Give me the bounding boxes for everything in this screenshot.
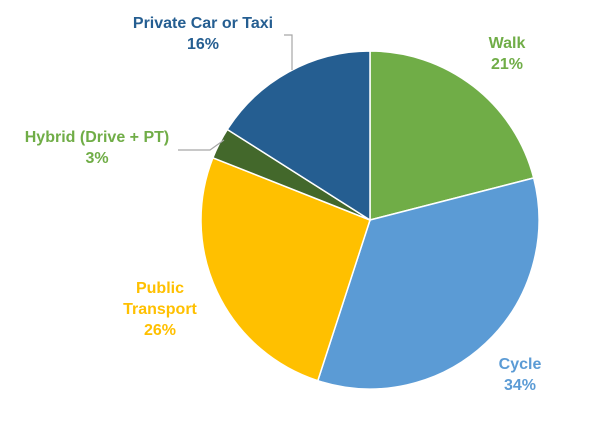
label-private-car-name: Private Car or Taxi: [132, 15, 274, 32]
pie-slice-cycle: [316, 177, 540, 390]
pie-slice-walk: [369, 50, 535, 221]
label-public-transport-name-2: Transport: [123, 301, 197, 318]
label-hybrid: Hybrid (Drive + PT) 3%: [14, 127, 180, 169]
label-cycle: Cycle 34%: [480, 354, 560, 396]
label-public-transport-pct: 26%: [143, 322, 177, 339]
label-private-car-pct: 16%: [186, 36, 220, 53]
label-public-transport: Public Transport 26%: [110, 278, 210, 341]
leader-line-hybrid: [178, 139, 225, 151]
pie-slice-public-transport: [200, 156, 371, 382]
label-cycle-name: Cycle: [498, 356, 542, 373]
label-private-car: Private Car or Taxi 16%: [118, 13, 288, 55]
label-public-transport-name-1: Public: [135, 280, 184, 297]
pie-slice-private-car-or-taxi: [226, 50, 371, 222]
label-walk-name: Walk: [488, 35, 526, 52]
leader-lines: [178, 34, 293, 151]
label-walk: Walk 21%: [467, 33, 547, 75]
leader-line-private-car: [284, 34, 293, 70]
label-cycle-pct: 34%: [503, 377, 537, 394]
label-hybrid-pct: 3%: [85, 150, 109, 167]
label-hybrid-name: Hybrid (Drive + PT): [24, 129, 170, 146]
label-walk-pct: 21%: [490, 56, 524, 73]
pie-slices: [200, 50, 540, 390]
